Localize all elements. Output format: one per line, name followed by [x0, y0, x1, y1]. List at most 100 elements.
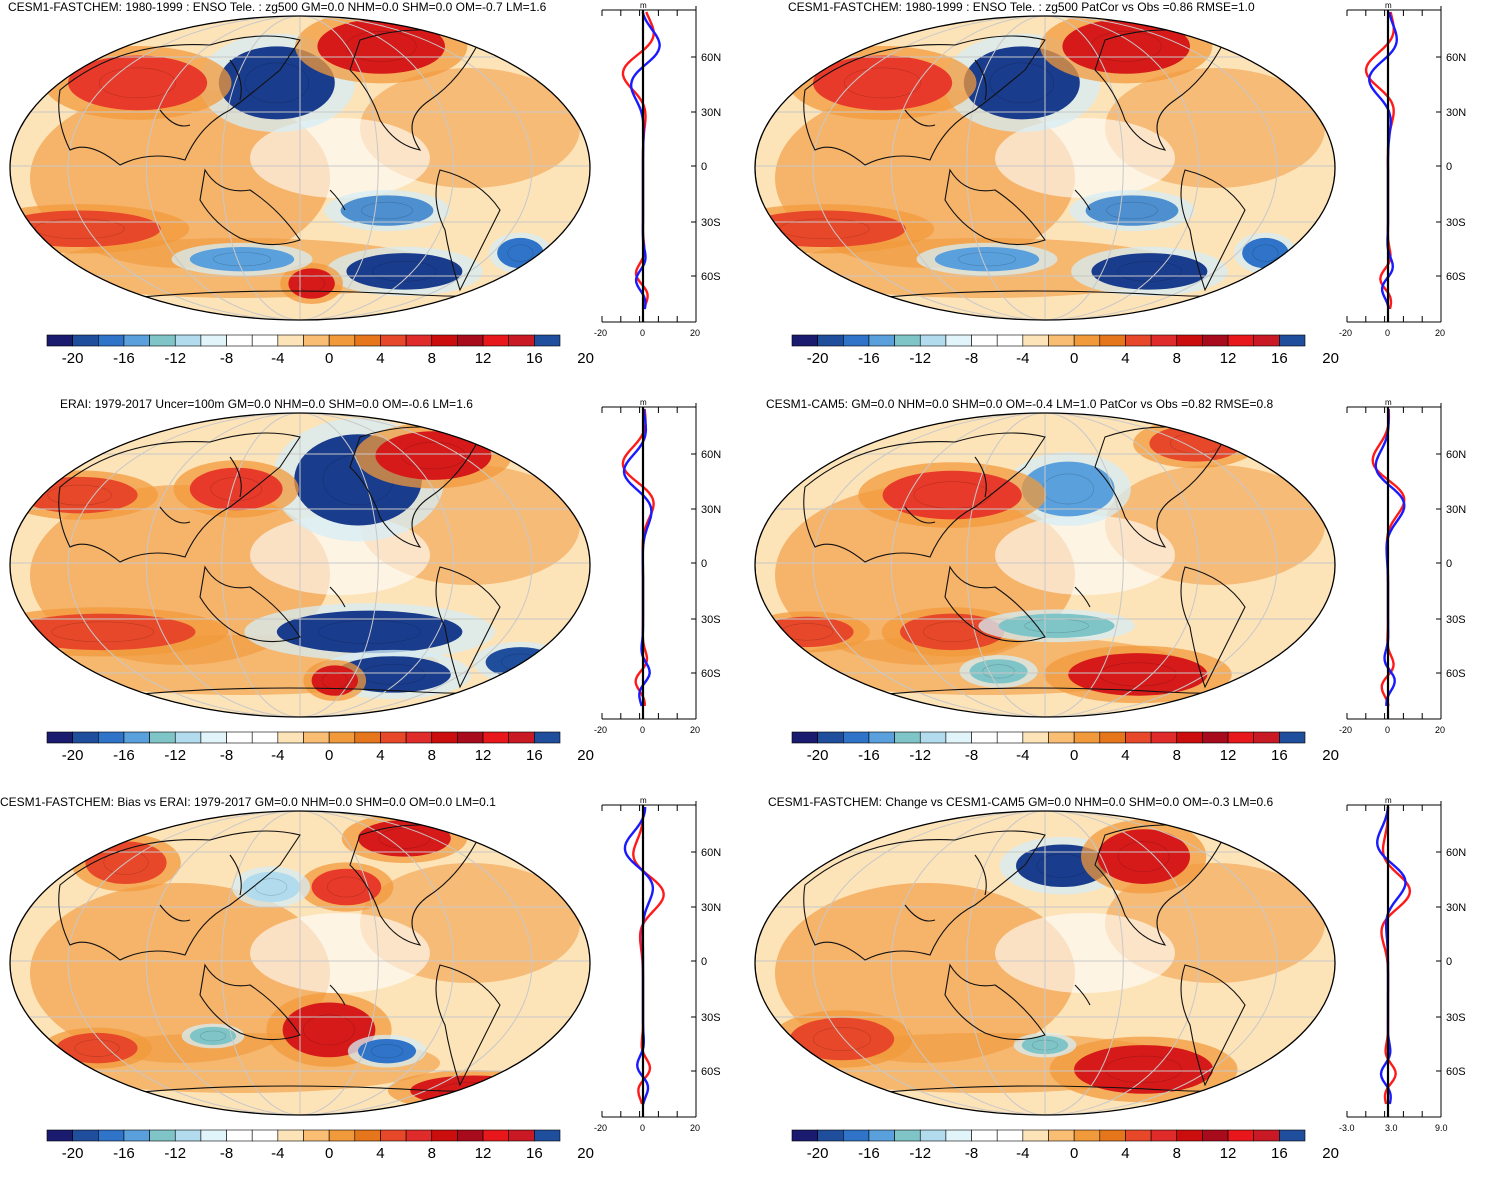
contour-band: [250, 913, 430, 993]
colorbar-swatch: [1176, 731, 1203, 744]
anomaly-core: [989, 62, 1054, 104]
anomaly-core: [210, 476, 263, 502]
latitude-tick-label: 0: [701, 558, 707, 570]
colorbar-swatch: [200, 1129, 227, 1142]
coastline: [1180, 566, 1246, 689]
latitude-tick-label: 60N: [701, 52, 721, 64]
colorbar-label: 16: [526, 1145, 543, 1162]
latitude-tick-label: 60N: [701, 449, 721, 461]
anomaly-core: [47, 484, 112, 506]
colorbar-label: -8: [965, 350, 978, 367]
coastline: [435, 169, 501, 292]
colorbar-label: -4: [1016, 1145, 1029, 1162]
latitude-tick-label: 30N: [1446, 107, 1466, 119]
colorbar-swatch: [508, 731, 535, 744]
latitude-tick-label: 30S: [1446, 614, 1466, 626]
colorbar-swatch: [996, 1129, 1024, 1142]
colorbar-label: 12: [475, 1145, 492, 1162]
profile-tick-label: -20: [594, 328, 607, 338]
colorbar-swatch: [72, 1129, 99, 1142]
colorbar-label: -16: [113, 1145, 135, 1162]
colorbar-swatch: [380, 731, 407, 744]
colorbar-label: 16: [1271, 747, 1288, 764]
panel-title: ERAI: 1979-2017 Uncer=100m GM=0.0 NHM=0.…: [60, 397, 473, 411]
coastline: [159, 456, 346, 608]
meridian-line: [966, 811, 1046, 1115]
colorbar-swatch: [1227, 1129, 1254, 1142]
colorbar-swatch: [226, 1129, 253, 1142]
profile-tick-label: 9.0: [1435, 1123, 1448, 1133]
colorbar-label: -20: [807, 1145, 829, 1162]
colorbar: -20 -16 -12 -8 -4 0 4 8 12 16 20: [46, 731, 594, 764]
colorbar-swatch: [277, 731, 304, 744]
anomaly-core: [298, 274, 325, 293]
anomaly-core: [957, 252, 1017, 267]
colorbar-swatch: [98, 334, 125, 347]
colorbar-label: -4: [1016, 350, 1029, 367]
colorbar-swatch: [328, 731, 356, 744]
panel-title: CESM1-CAM5: GM=0.0 NHM=0.0 SHM=0.0 OM=-0…: [766, 397, 1274, 411]
latitude-tick-label: 30S: [1446, 217, 1466, 229]
coastline: [199, 168, 301, 246]
colorbar-swatch: [1022, 731, 1049, 744]
anomaly-core: [401, 441, 466, 470]
anomaly-core: [1117, 841, 1170, 872]
coastline: [904, 456, 1091, 608]
colorbar-label: -12: [909, 350, 931, 367]
colorbar-label: 12: [1220, 747, 1237, 764]
colorbar-label: -16: [113, 350, 135, 367]
coastline: [58, 35, 301, 166]
colorbar-swatch: [996, 731, 1024, 744]
anomaly-core: [844, 67, 922, 99]
colorbar-label: -8: [220, 747, 233, 764]
world-map: [10, 811, 590, 1115]
profile-unit-label: m: [640, 1, 647, 10]
colorbar-label: 4: [376, 747, 384, 764]
meridian-line: [1044, 16, 1278, 320]
colorbar-swatch: [1176, 334, 1203, 347]
contour-band: [995, 913, 1175, 993]
colorbar-label: -12: [164, 1145, 186, 1162]
colorbar-swatch: [72, 334, 99, 347]
anomaly-core: [360, 664, 425, 685]
meridian-line: [299, 413, 455, 717]
coastline: [199, 963, 301, 1041]
colorbar-swatch: [508, 334, 535, 347]
colorbar-swatch: [1073, 1129, 1101, 1142]
panel-title: CESM1-FASTCHEM: Change vs CESM1-CAM5 GM=…: [768, 795, 1274, 809]
colorbar-swatch: [534, 1129, 561, 1142]
meridian-line: [1044, 811, 1278, 1115]
latitude-tick-label: 0: [701, 956, 707, 968]
meridian-line: [145, 413, 301, 717]
world-map: [10, 16, 590, 320]
colorbar-swatch: [1253, 1129, 1280, 1142]
anomaly-core: [1042, 473, 1095, 505]
map-panel: CESM1-FASTCHEM: Change vs CESM1-CAM5 GM=…: [745, 795, 1489, 1184]
colorbar-swatch: [482, 1129, 509, 1142]
colorbar-label: 16: [526, 747, 543, 764]
panel-title: CESM1-FASTCHEM: 1980-1999 : ENSO Tele. :…: [8, 0, 547, 14]
map-panel: CESM1-CAM5: GM=0.0 NHM=0.0 SHM=0.0 OM=-0…: [745, 397, 1489, 786]
colorbar-label: 20: [577, 350, 594, 367]
latitude-tick-label: 60S: [1446, 1066, 1466, 1078]
map-figure: m 60N 30N 0 30S 60S -20 0 20 -20 -16 -12 -8 -4 0 4 8 12 16…: [9, 1, 721, 367]
anomaly-core: [51, 621, 155, 643]
colorbar-swatch: [354, 731, 381, 744]
colorbar-label: -4: [1016, 747, 1029, 764]
profile-tick-label: 20: [690, 725, 700, 735]
colorbar-swatch: [1099, 731, 1126, 744]
colorbar-swatch: [919, 334, 947, 347]
colorbar-swatch: [1125, 1129, 1152, 1142]
zonal-profile: m 60N 30N 0 30S 60S -20 0 20: [594, 1, 721, 338]
latitude-tick-label: 60N: [1446, 847, 1466, 859]
colorbar-swatch: [1279, 334, 1306, 347]
anomaly-core: [1252, 244, 1279, 262]
anomaly-core: [370, 1044, 404, 1059]
meridian-line: [299, 413, 533, 717]
map-panel: CESM1-FASTCHEM: 1980-1999 : ENSO Tele. :…: [0, 0, 744, 389]
colorbar-swatch: [817, 731, 844, 744]
colorbar-label: -8: [220, 1145, 233, 1162]
latitude-tick-label: 30S: [1446, 1012, 1466, 1024]
colorbar-label: 16: [1271, 350, 1288, 367]
colorbar-swatch: [1048, 731, 1075, 744]
